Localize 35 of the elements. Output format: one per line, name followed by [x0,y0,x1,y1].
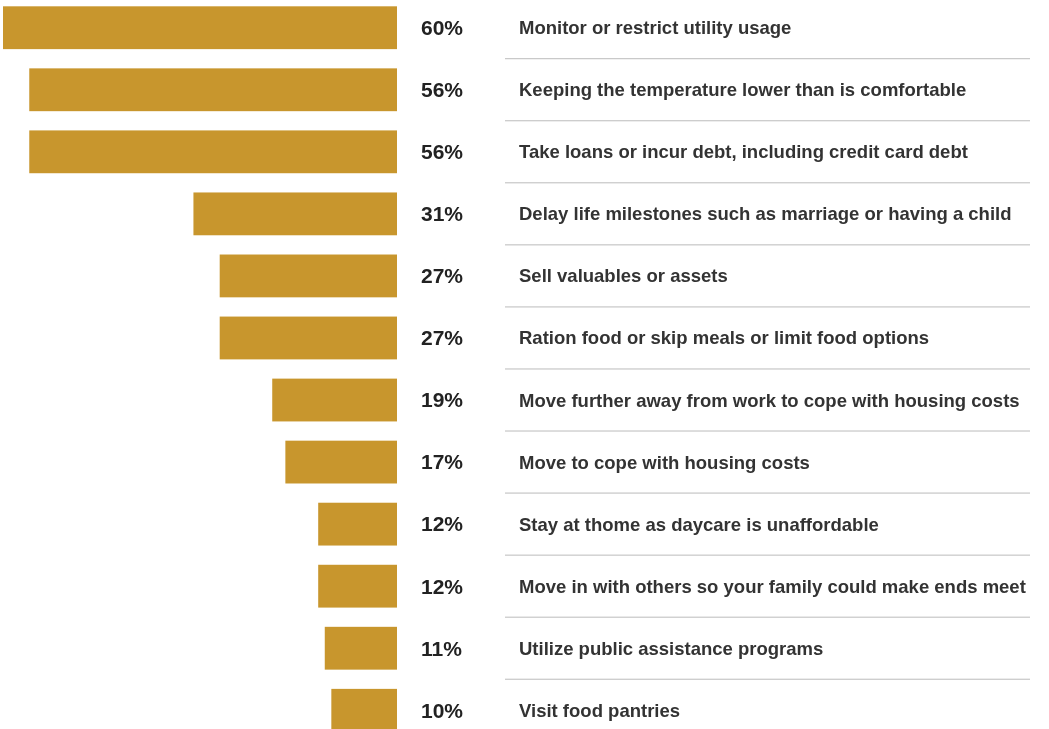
data-label: 31% [421,202,464,226]
data-label: 27% [421,264,464,288]
bar [318,564,397,608]
bar [324,626,397,670]
bar [272,378,397,422]
y-tick-label: Utilize public assistance programs [519,637,824,659]
bar [29,68,397,112]
y-tick-label: Delay life milestones such as marriage or having a child [519,203,1012,225]
data-label: 27% [421,326,464,350]
data-label: 19% [421,388,464,412]
bar [3,6,397,50]
data-label: 10% [421,698,464,722]
bar [285,440,397,484]
data-label: 56% [421,140,464,164]
bar [29,130,397,174]
data-label: 11% [421,636,463,660]
y-tick-label: Sell valuables or assets [519,265,728,287]
data-label: 12% [421,512,464,536]
y-tick-label: Move to cope with housing costs [519,451,810,473]
data-label: 12% [421,574,464,598]
y-tick-label: Ration food or skip meals or limit food options [519,327,930,349]
data-label: 17% [421,450,464,474]
y-tick-label: Keeping the temperature lower than is comfortable [519,79,967,101]
y-tick-label: Take loans or incur debt, including credit card debt [519,141,968,163]
data-label: 56% [421,78,464,102]
y-tick-label: Monitor or restrict utility usage [519,17,792,39]
y-tick-label: Visit food pantries [519,699,681,721]
bar [219,316,397,360]
bar [219,254,397,298]
bar [318,502,397,546]
data-label: 60% [421,16,464,40]
y-tick-label: Stay at thome as daycare is unaffordable [519,513,879,535]
bar [193,192,397,236]
y-tick-label: Move in with others so your family could make ends meet [519,575,1026,597]
y-tick-label: Move further away from work to cope with housing costs [519,389,1020,411]
